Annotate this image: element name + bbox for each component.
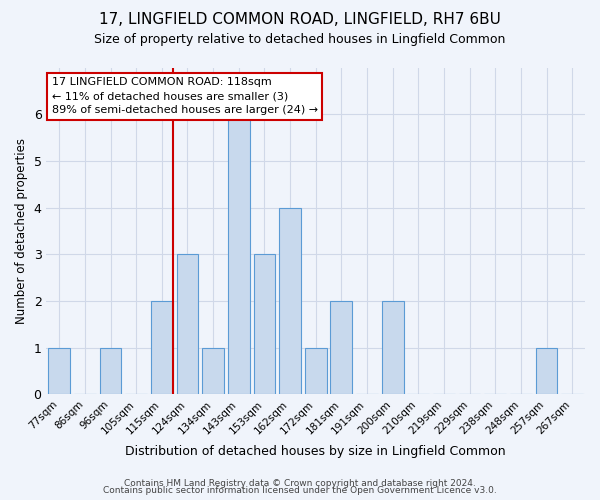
Bar <box>202 348 224 395</box>
Bar <box>254 254 275 394</box>
Text: Contains public sector information licensed under the Open Government Licence v3: Contains public sector information licen… <box>103 486 497 495</box>
Text: Size of property relative to detached houses in Lingfield Common: Size of property relative to detached ho… <box>94 32 506 46</box>
Bar <box>331 301 352 394</box>
Bar <box>382 301 404 394</box>
Bar <box>49 348 70 395</box>
Text: 17 LINGFIELD COMMON ROAD: 118sqm
← 11% of detached houses are smaller (3)
89% of: 17 LINGFIELD COMMON ROAD: 118sqm ← 11% o… <box>52 78 318 116</box>
Bar <box>176 254 199 394</box>
Bar <box>279 208 301 394</box>
Bar <box>536 348 557 395</box>
Bar <box>305 348 326 395</box>
Text: Contains HM Land Registry data © Crown copyright and database right 2024.: Contains HM Land Registry data © Crown c… <box>124 478 476 488</box>
Text: 17, LINGFIELD COMMON ROAD, LINGFIELD, RH7 6BU: 17, LINGFIELD COMMON ROAD, LINGFIELD, RH… <box>99 12 501 28</box>
Bar <box>151 301 173 394</box>
Bar <box>228 114 250 394</box>
X-axis label: Distribution of detached houses by size in Lingfield Common: Distribution of detached houses by size … <box>125 444 506 458</box>
Bar <box>100 348 121 395</box>
Y-axis label: Number of detached properties: Number of detached properties <box>15 138 28 324</box>
